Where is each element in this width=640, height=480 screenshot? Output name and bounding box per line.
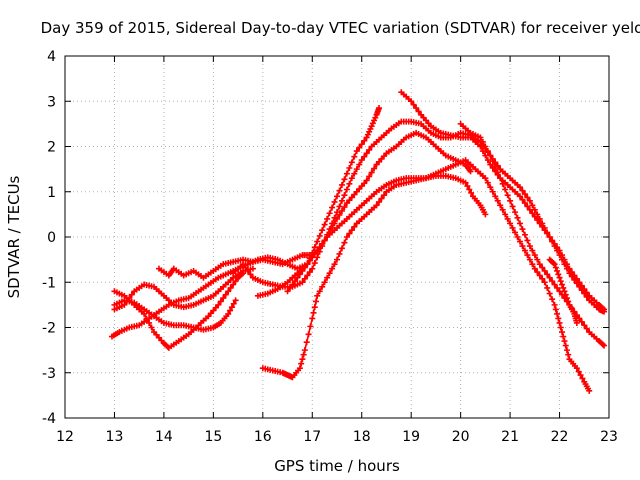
y-tick-label: 3 (47, 94, 56, 110)
x-tick-label: 17 (303, 429, 321, 445)
series-line (114, 299, 237, 331)
series-line (158, 254, 310, 279)
series-sat-k (457, 120, 608, 315)
y-tick-label: 2 (47, 140, 56, 156)
series-line (400, 91, 605, 311)
series-line (232, 120, 605, 347)
grid (65, 56, 609, 418)
series-markers (398, 89, 608, 313)
series-sat-h (284, 105, 383, 295)
y-tick-label: 0 (47, 230, 56, 246)
x-tick-label: 21 (501, 429, 519, 445)
x-tick-label: 20 (452, 429, 470, 445)
series-markers (230, 118, 608, 349)
series-line (257, 132, 472, 297)
y-tick-label: 4 (47, 49, 56, 65)
series-line (114, 267, 254, 311)
x-tick-label: 12 (56, 429, 74, 445)
x-axis-label: GPS time / hours (274, 457, 400, 475)
x-tick-label: 14 (155, 429, 173, 445)
series-sat-g (259, 157, 593, 394)
x-tick-label: 16 (254, 429, 272, 445)
x-tick-label: 19 (402, 429, 420, 445)
y-axis-label: SDTVAR / TECUs (5, 175, 23, 298)
y-tick-label: -2 (42, 321, 56, 337)
series-sat-i (230, 118, 608, 349)
x-tick-label: 18 (353, 429, 371, 445)
series-sat-e (155, 252, 313, 281)
y-tick-label: -4 (42, 411, 56, 427)
x-tick-label: 13 (106, 429, 124, 445)
y-tick-label: -1 (42, 275, 56, 291)
series-sat-j (398, 89, 608, 313)
series-sat-l (546, 256, 580, 326)
x-tick-label: 22 (551, 429, 569, 445)
x-tick-label: 15 (204, 429, 222, 445)
series-line (262, 159, 590, 392)
y-tick-label: -3 (42, 366, 56, 382)
series-layer (108, 89, 608, 394)
x-tick-label: 23 (600, 429, 618, 445)
series-line (460, 123, 605, 313)
series-line (549, 259, 578, 324)
y-tick-label: 1 (47, 185, 56, 201)
series-line (286, 107, 380, 292)
series-sat-d (111, 265, 256, 313)
chart-title: Day 359 of 2015, Sidereal Day-to-day VTE… (41, 19, 640, 37)
series-line (114, 272, 244, 349)
